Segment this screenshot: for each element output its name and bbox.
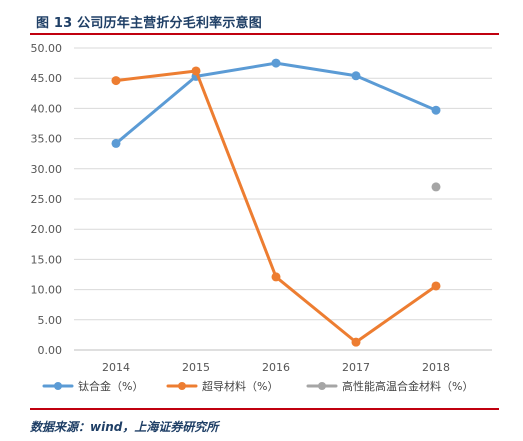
y-tick-label: 15.00 [31, 253, 63, 266]
data-point [271, 272, 281, 282]
x-tick-label: 2016 [262, 361, 290, 374]
x-tick-label: 2015 [182, 361, 210, 374]
legend-swatch-marker [318, 382, 326, 390]
legend-swatch-marker [178, 382, 186, 390]
y-tick-label: 0.00 [38, 344, 63, 357]
x-tick-label: 2017 [342, 361, 370, 374]
data-point [351, 71, 361, 81]
data-point [111, 76, 121, 86]
x-tick-label: 2018 [422, 361, 450, 374]
data-point [111, 138, 121, 148]
y-tick-label: 40.00 [31, 102, 63, 115]
data-point [191, 66, 201, 76]
data-point [271, 58, 281, 68]
data-point [431, 182, 441, 192]
legend-label: 超导材料（%） [202, 379, 278, 393]
x-tick-label: 2014 [102, 361, 130, 374]
legend-label: 钛合金（%） [78, 379, 143, 393]
y-tick-label: 35.00 [31, 133, 63, 146]
bottom-divider [30, 408, 499, 410]
figure-title: 图 13 公司历年主营折分毛利率示意图 [36, 16, 262, 31]
series-line-1 [114, 69, 438, 344]
y-tick-label: 10.00 [31, 284, 63, 297]
y-tick-label: 45.00 [31, 72, 63, 85]
top-divider [30, 33, 499, 35]
y-tick-label: 20.00 [31, 223, 63, 236]
y-tick-label: 5.00 [38, 314, 63, 327]
legend-label: 高性能高温合金材料（%） [342, 379, 473, 393]
data-point [431, 281, 441, 291]
data-point [431, 105, 441, 115]
data-point [351, 337, 361, 347]
legend-swatch-marker [54, 382, 62, 390]
data-source-note: 数据来源：wind，上海证券研究所 [30, 420, 219, 434]
y-tick-label: 50.00 [31, 42, 63, 55]
y-tick-label: 25.00 [31, 193, 63, 206]
y-tick-label: 30.00 [31, 163, 63, 176]
